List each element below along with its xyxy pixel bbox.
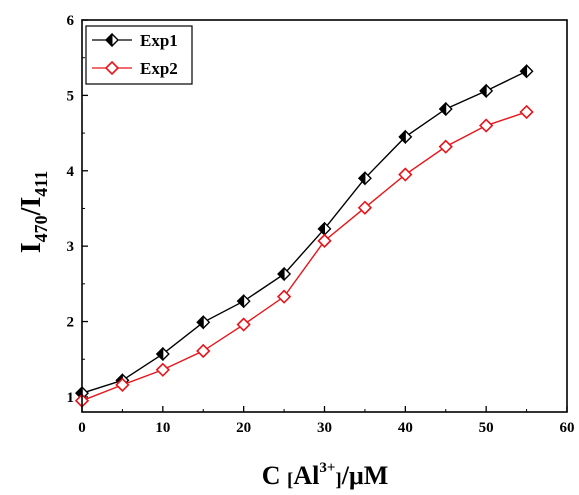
- x-tick-label: 40: [398, 420, 413, 436]
- x-tick-label: 60: [560, 420, 575, 436]
- x-tick-label: 30: [317, 420, 332, 436]
- y-tick-label: 3: [67, 239, 75, 255]
- series-exp2: [74, 104, 534, 408]
- data-point-exp2: [438, 139, 453, 154]
- y-tick-label: 4: [67, 164, 75, 180]
- data-point-exp1: [438, 101, 453, 117]
- x-tick-label: 10: [155, 420, 170, 436]
- data-point-exp1: [479, 83, 494, 99]
- data-point-exp2: [196, 343, 211, 359]
- legend-label-exp2: Exp2: [140, 59, 178, 78]
- x-tick-label: 50: [479, 420, 494, 436]
- data-point-exp2: [317, 233, 332, 249]
- data-point-exp1: [196, 315, 211, 330]
- legend-label-exp1: Exp1: [140, 31, 178, 50]
- data-point-exp2: [398, 167, 413, 182]
- data-point-exp2: [357, 200, 373, 215]
- x-tick-label: 0: [78, 420, 86, 436]
- legend: Exp1 Exp2: [85, 25, 193, 85]
- y-tick-label: 1: [67, 390, 75, 406]
- y-tick-label: 2: [67, 315, 75, 331]
- legend-marker-exp2: [104, 60, 120, 76]
- y-tick-label: 6: [67, 13, 75, 29]
- plot-frame: [81, 19, 568, 413]
- data-point-exp2: [115, 377, 130, 392]
- series-layer: [74, 64, 534, 408]
- legend-box: [85, 25, 193, 85]
- data-point-exp2: [276, 289, 292, 304]
- data-point-exp1: [398, 129, 413, 145]
- data-point-exp1: [155, 346, 170, 362]
- legend-marker-shape: [104, 60, 120, 76]
- y-axis-title: I470/I411: [16, 171, 51, 254]
- data-point-exp2: [155, 362, 170, 377]
- axis-ticks: 0 10 20 30 40 50 60 1 2 3 4 5 6: [67, 13, 575, 436]
- series-line-exp2: [81, 111, 527, 402]
- data-point-exp1: [236, 293, 251, 309]
- x-tick-label: 20: [236, 420, 251, 436]
- data-point-exp2: [519, 104, 534, 120]
- x-axis-title: C [Al3+]/μM: [262, 460, 389, 491]
- legend-marker-exp1: [105, 32, 119, 48]
- data-point-exp1: [357, 171, 372, 186]
- data-point-exp2: [236, 317, 251, 332]
- data-point-exp2: [479, 118, 494, 133]
- series-line-exp1: [81, 70, 527, 394]
- series-exp1: [75, 64, 534, 401]
- y-tick-label: 5: [67, 88, 75, 104]
- legend-marker-shape: [105, 32, 119, 48]
- data-point-exp1: [519, 64, 534, 79]
- data-point-exp1: [277, 266, 292, 282]
